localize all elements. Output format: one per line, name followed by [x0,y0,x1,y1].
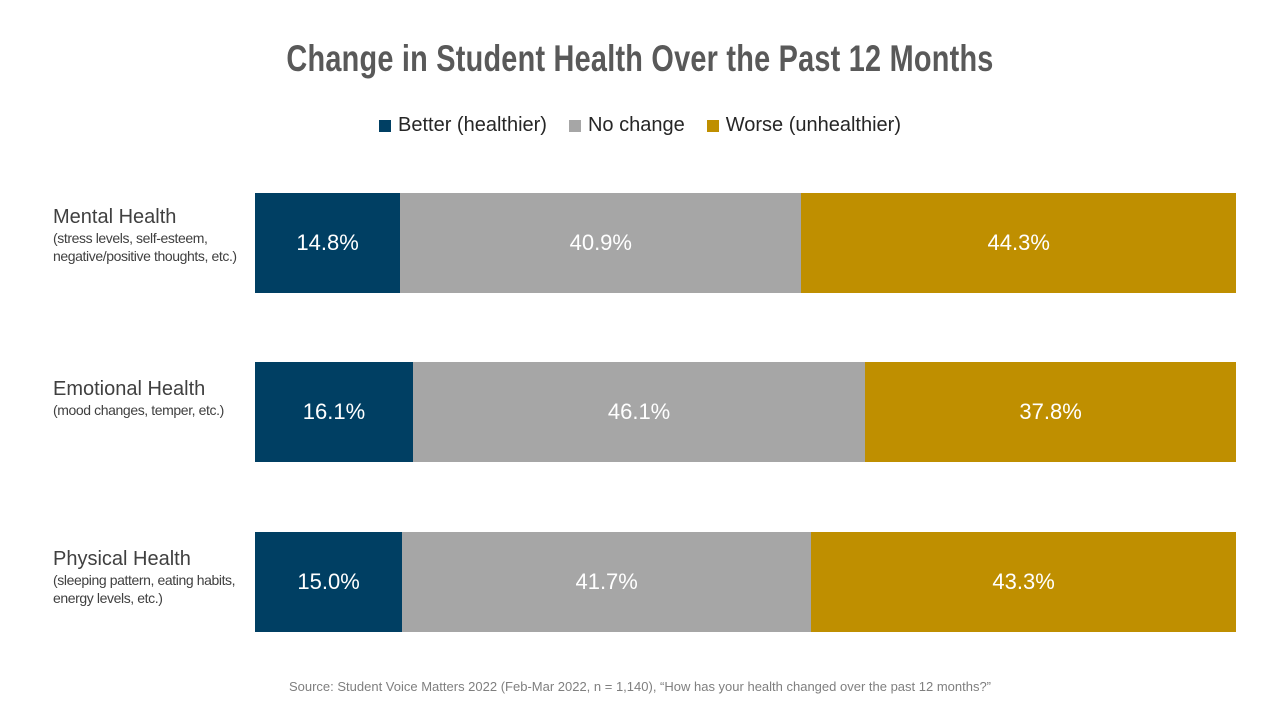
bar-segment-worse: 44.3% [801,193,1236,293]
category-label: Emotional Health [53,378,206,400]
data-label: 14.8% [296,230,359,255]
data-label: 44.3% [987,230,1050,255]
data-label: 41.7% [575,569,638,594]
data-label: 37.8% [1019,399,1082,424]
legend-swatch-no-change [568,119,581,132]
chart-title: Change in Student Health Over the Past 1… [286,38,994,79]
bar-segment-worse: 37.8% [865,362,1236,462]
bar-segment-better: 14.8% [255,193,401,293]
legend-swatch-worse [706,119,719,132]
source-note: Source: Student Voice Matters 2022 (Feb-… [288,679,992,694]
data-label: 43.3% [992,569,1055,594]
category-label: Physical Health [53,548,191,570]
bar-segment-better: 16.1% [255,362,413,462]
data-label: 16.1% [302,399,366,424]
bar-segment-no-change: 46.1% [412,362,866,462]
legend-item-better: Better (healthier) [379,114,547,137]
data-label: 46.1% [607,399,671,424]
bar-segment-worse: 43.3% [811,532,1236,632]
row-label-physical-health: Physical Health (sleeping pattern, eatin… [53,547,253,607]
bar-segment-better: 15.0% [255,532,403,632]
bar-segment-no-change: 41.7% [402,532,812,632]
category-description: (sleeping pattern, eating habits, energy… [53,572,236,606]
legend-item-no-change: No change [568,114,685,137]
legend-label-no-change: No change [587,114,685,136]
legend: Better (healthier) No change Worse (unhe… [0,114,1280,137]
data-label: 40.9% [569,230,632,255]
category-label: Mental Health [53,206,177,228]
bar-segment-no-change: 40.9% [400,193,802,293]
bar-physical-health: 15.0% 41.7% 43.3% [255,532,1236,632]
legend-label-better: Better (healthier) [398,114,547,136]
row-label-emotional-health: Emotional Health (mood changes, temper, … [53,377,253,419]
bar-emotional-health: 16.1% 46.1% 37.8% [255,362,1236,462]
row-label-mental-health: Mental Health (stress levels, self-estee… [53,205,253,265]
legend-swatch-better [379,119,391,132]
legend-item-worse: Worse (unhealthier) [706,114,901,137]
data-label: 15.0% [297,569,360,594]
category-description: (mood changes, temper, etc.) [53,402,224,418]
bar-mental-health: 14.8% 40.9% 44.3% [255,193,1236,293]
category-description: (stress levels, self-esteem, negative/po… [53,230,237,264]
legend-label-worse: Worse (unhealthier) [725,114,901,136]
